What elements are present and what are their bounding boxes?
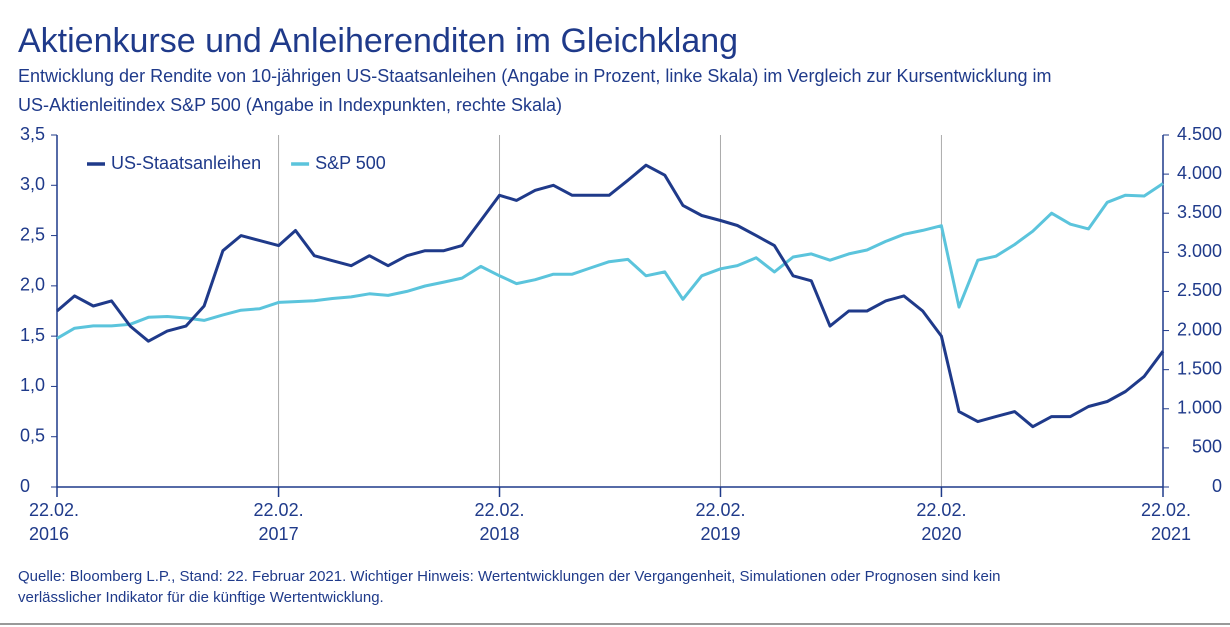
y2-tick-label: 2.000 bbox=[1177, 319, 1222, 339]
chart-title: Aktienkurse und Anleiherenditen im Gleic… bbox=[18, 22, 738, 60]
x-tick-label: 22.02. bbox=[695, 500, 745, 520]
y2-tick-label: 1.000 bbox=[1177, 398, 1222, 418]
y2-tick-label: 4.000 bbox=[1177, 163, 1222, 183]
y-tick-label: 1,5 bbox=[20, 325, 45, 345]
source-note: verlässlicher Indikator für die künftige… bbox=[18, 589, 384, 606]
x-tick-label: 22.02. bbox=[254, 500, 304, 520]
y-tick-label: 3,0 bbox=[20, 174, 45, 194]
y2-tick-label: 1.500 bbox=[1177, 358, 1222, 378]
x-tick-label: 2021 bbox=[1151, 524, 1191, 544]
legend-label: US-Staatsanleihen bbox=[111, 153, 261, 173]
x-tick-label: 2019 bbox=[700, 524, 740, 544]
x-tick-label: 22.02. bbox=[29, 500, 79, 520]
x-tick-label: 22.02. bbox=[474, 500, 524, 520]
y2-tick-label: 2.500 bbox=[1177, 280, 1222, 300]
y-tick-label: 2,0 bbox=[20, 275, 45, 295]
x-tick-label: 2017 bbox=[259, 524, 299, 544]
x-tick-label: 22.02. bbox=[1141, 500, 1191, 520]
x-tick-label: 2018 bbox=[479, 524, 519, 544]
y2-tick-label: 3.500 bbox=[1177, 202, 1222, 222]
source-note: Quelle: Bloomberg L.P., Stand: 22. Febru… bbox=[18, 568, 1001, 585]
y-tick-label: 3,5 bbox=[20, 124, 45, 144]
y2-tick-label: 4.500 bbox=[1177, 124, 1222, 144]
chart-subtitle: Entwicklung der Rendite von 10-jährigen … bbox=[18, 66, 1052, 86]
y2-tick-label: 3.000 bbox=[1177, 241, 1222, 261]
line-series bbox=[56, 182, 1164, 340]
y-tick-label: 0,5 bbox=[20, 425, 45, 445]
y2-tick-label: 0 bbox=[1212, 476, 1222, 496]
x-tick-label: 2016 bbox=[29, 524, 69, 544]
y-tick-label: 0 bbox=[20, 476, 30, 496]
chart-subtitle: US-Aktienleitindex S&P 500 (Angabe in In… bbox=[18, 95, 562, 115]
line-series bbox=[56, 163, 1165, 429]
x-tick-label: 22.02. bbox=[916, 500, 966, 520]
legend-label: S&P 500 bbox=[315, 153, 386, 173]
x-tick-label: 2020 bbox=[921, 524, 961, 544]
y2-tick-label: 500 bbox=[1192, 437, 1222, 457]
y-tick-label: 2,5 bbox=[20, 224, 45, 244]
y-tick-label: 1,0 bbox=[20, 375, 45, 395]
